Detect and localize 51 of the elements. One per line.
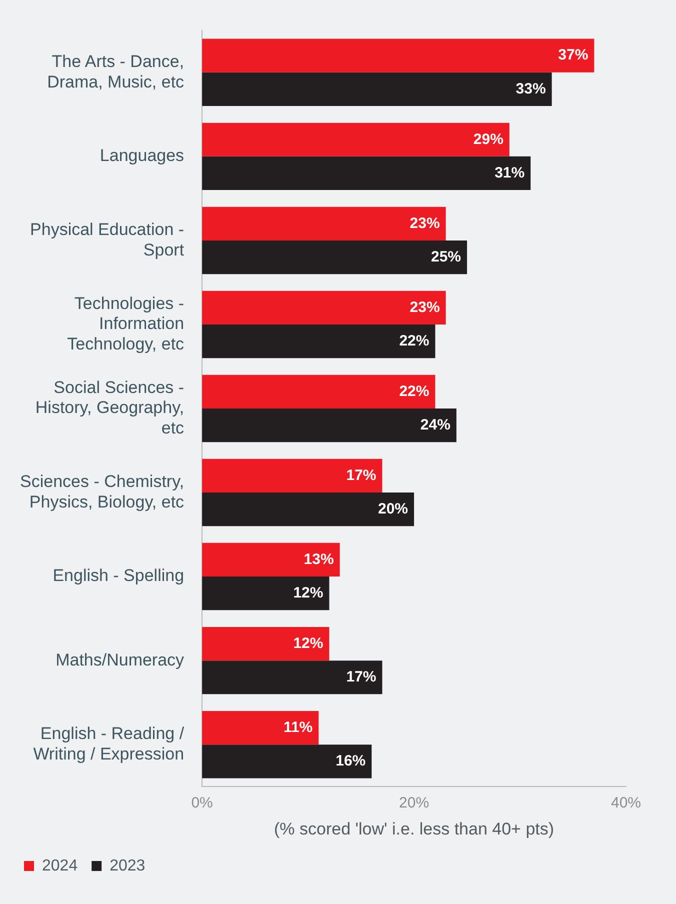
x-tick-label: 20% [399, 794, 430, 812]
data-label: 20% [378, 500, 408, 518]
data-label: 25% [430, 248, 462, 266]
data-label: 12% [293, 584, 324, 602]
data-label: 23% [410, 214, 440, 232]
data-label: 24% [420, 416, 450, 434]
bar [202, 458, 382, 493]
data-label: 11% [283, 718, 313, 736]
y-tick-label: Technologies - Information Technology, etc [67, 294, 185, 354]
data-label: 29% [473, 130, 504, 148]
data-label: 31% [494, 164, 525, 182]
y-tick-label: Sciences - Chemistry, Physics, Biology, etc [20, 472, 185, 512]
data-label: 12% [293, 634, 324, 652]
data-label: 22% [399, 332, 430, 350]
bar [202, 408, 456, 442]
y-tick-label: Social Sciences - History, Geography, etc [35, 378, 185, 438]
bar [202, 122, 510, 156]
bar [202, 492, 414, 526]
data-label: 33% [516, 80, 546, 98]
bar [202, 542, 340, 577]
data-label: 37% [558, 46, 588, 64]
bar [202, 374, 436, 408]
bar [202, 38, 594, 72]
x-tick-label: 0% [191, 794, 213, 812]
data-label: 23% [410, 298, 440, 316]
bar [202, 72, 552, 106]
bar [202, 744, 372, 778]
legend-label: 2024 [42, 857, 78, 874]
x-tick-label: 40% [610, 794, 642, 812]
bar [202, 660, 382, 694]
y-tick-label: English - Reading / Writing / Expression [33, 724, 184, 764]
bar [202, 710, 319, 745]
y-tick-label: Physical Education - Sport [30, 220, 184, 260]
bar [202, 324, 436, 358]
data-label: 17% [346, 466, 376, 484]
y-tick-label: Languages [100, 146, 184, 166]
data-label: 22% [399, 382, 430, 400]
bar [202, 626, 330, 661]
x-axis-title: (% scored 'low' i.e. less than 40+ pts) [274, 819, 554, 838]
data-label: 17% [346, 668, 376, 686]
data-label: 13% [304, 550, 334, 568]
y-tick-label: Maths/Numeracy [56, 650, 185, 670]
bar [202, 576, 330, 610]
bar [202, 290, 446, 324]
y-tick-label: English - Spelling [52, 566, 184, 586]
bar [202, 156, 531, 190]
bar [202, 206, 446, 240]
bar [202, 240, 468, 274]
y-tick-label: The Arts - Dance, Drama, Music, etc [47, 52, 185, 92]
data-label: 16% [336, 752, 366, 770]
legend-label: 2023 [110, 857, 146, 874]
